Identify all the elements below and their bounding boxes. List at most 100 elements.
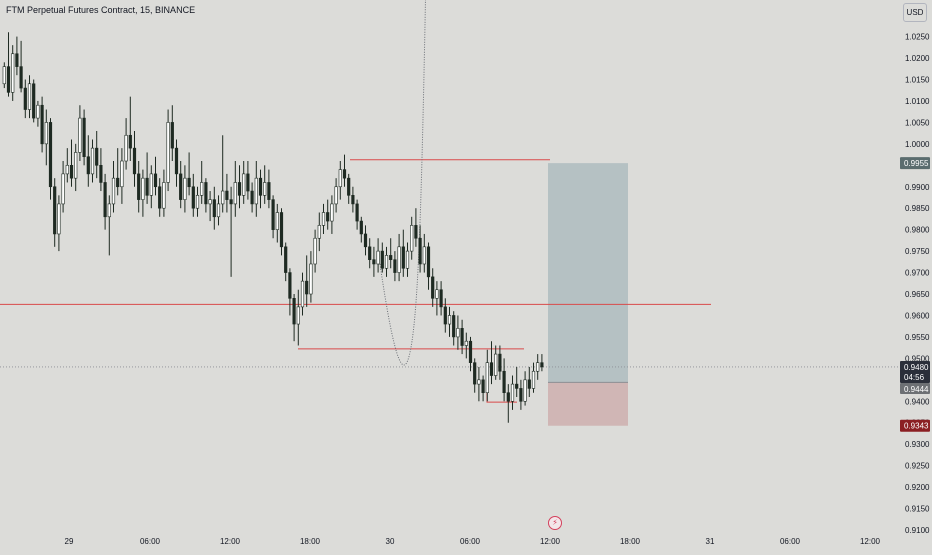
- candle-down: [153, 173, 158, 188]
- candle-down: [502, 370, 506, 394]
- candle-up: [275, 212, 279, 230]
- chart-title: FTM Perpetual Futures Contract, 15, BINA…: [6, 5, 196, 15]
- candle-up: [221, 190, 225, 205]
- candle: [292, 294, 296, 342]
- candle-up: [330, 203, 334, 222]
- candle: [418, 225, 422, 273]
- candle: [69, 139, 74, 187]
- candle: [464, 332, 468, 359]
- candle: [284, 242, 288, 282]
- candle: [258, 169, 263, 209]
- bolt-icon[interactable]: ⚡: [548, 516, 562, 530]
- candle: [103, 173, 107, 230]
- candle: [162, 169, 166, 217]
- candle: [137, 161, 141, 213]
- candle-up: [317, 225, 321, 239]
- candle: [317, 212, 321, 252]
- candle-up: [195, 195, 200, 209]
- candle-up: [78, 117, 82, 153]
- candle-down: [258, 177, 263, 196]
- candle: [275, 203, 279, 243]
- entry-price-badge: 0.9444: [904, 385, 929, 394]
- candle-down: [452, 315, 456, 338]
- candle: [288, 268, 292, 316]
- candle: [53, 178, 57, 247]
- candle: [401, 229, 405, 277]
- candle: [489, 341, 494, 385]
- candle: [225, 173, 229, 213]
- candle: [2, 62, 6, 89]
- candle-down: [103, 182, 107, 218]
- candle-down: [204, 182, 208, 205]
- candle-up: [61, 173, 65, 205]
- candle: [86, 135, 90, 187]
- candle: [36, 100, 40, 127]
- candle: [351, 186, 355, 213]
- candle-down: [519, 388, 523, 402]
- candle-up: [531, 370, 536, 389]
- candle: [78, 105, 82, 162]
- candle-down: [212, 199, 216, 218]
- x-tick-label: 29: [65, 537, 74, 546]
- candle: [347, 173, 351, 204]
- candle: [334, 178, 338, 213]
- candle: [326, 199, 330, 230]
- x-tick-label: 06:00: [140, 537, 161, 546]
- candle: [279, 208, 284, 256]
- candles: [2, 32, 544, 423]
- candle-down: [359, 220, 363, 235]
- candle: [359, 216, 363, 243]
- candle: [246, 161, 250, 200]
- candle: [237, 165, 242, 209]
- candle-up: [149, 173, 153, 196]
- candle: [32, 79, 36, 123]
- candle-up: [523, 379, 527, 402]
- stop-price-badge-bg: [900, 419, 930, 432]
- x-tick-label: 18:00: [620, 537, 641, 546]
- candle: [540, 354, 544, 372]
- candle: [330, 195, 334, 234]
- candle-up: [65, 164, 69, 175]
- y-tick-label: 0.9700: [905, 269, 930, 278]
- candle-down: [431, 276, 435, 299]
- candle: [410, 216, 414, 260]
- candle: [481, 375, 485, 402]
- x-tick-label: 12:00: [860, 537, 881, 546]
- candle-down: [267, 182, 271, 200]
- candle-down: [32, 83, 36, 119]
- candle: [40, 96, 44, 153]
- candle: [107, 195, 111, 256]
- candle: [380, 242, 384, 273]
- candle-down: [489, 362, 494, 376]
- candle-down: [48, 122, 53, 188]
- candle-down: [246, 173, 250, 192]
- candle-up: [27, 83, 32, 110]
- candle: [99, 148, 103, 192]
- candle: [536, 354, 540, 380]
- candle: [145, 152, 149, 204]
- candle-up: [321, 212, 326, 226]
- candle-down: [179, 173, 183, 200]
- candle-up: [410, 225, 414, 252]
- x-tick-label: 06:00: [780, 537, 801, 546]
- candle: [414, 208, 418, 247]
- candle-down: [271, 199, 275, 230]
- y-tick-label: 1.0200: [905, 54, 930, 63]
- candle: [212, 186, 216, 230]
- candle: [120, 148, 124, 204]
- candle-up: [296, 306, 300, 325]
- candle: [506, 384, 510, 423]
- y-tick-label: 0.9650: [905, 290, 930, 299]
- candle: [313, 229, 317, 273]
- candle-down: [473, 362, 477, 385]
- currency-button[interactable]: USD: [903, 3, 927, 22]
- y-tick-label: 1.0100: [905, 97, 930, 106]
- candle-down: [82, 117, 86, 158]
- candle: [90, 139, 95, 183]
- candle: [447, 306, 452, 337]
- y-tick-label: 0.9800: [905, 226, 930, 235]
- candle: [372, 246, 376, 277]
- candle-up: [90, 147, 95, 175]
